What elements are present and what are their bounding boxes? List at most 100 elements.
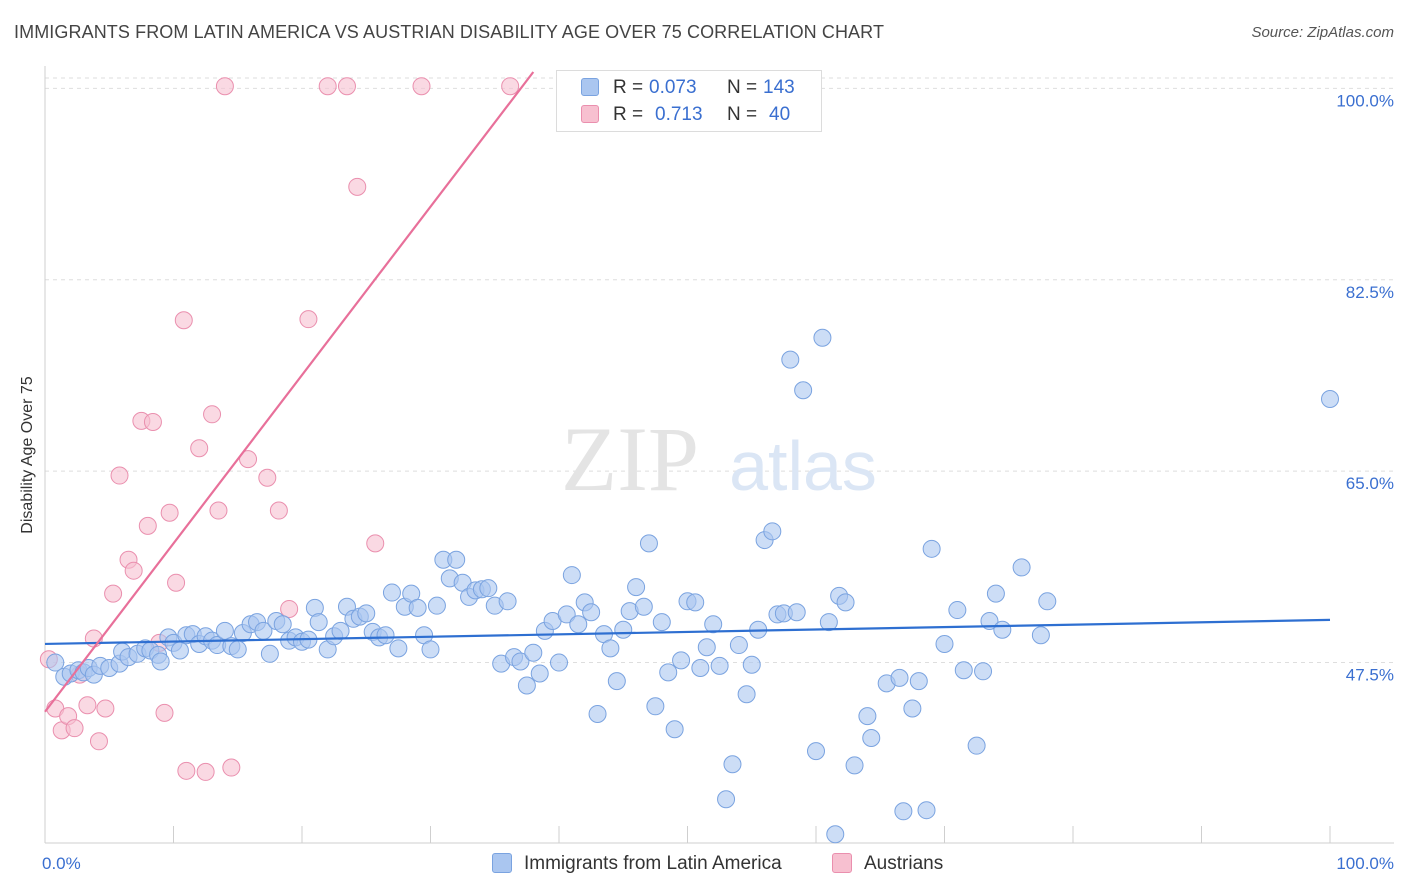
austrians-point — [366, 534, 385, 553]
latin-america-point — [862, 729, 881, 748]
latin-america-point — [781, 350, 800, 369]
latin-america-point — [704, 615, 723, 634]
series-swatch-pink — [832, 853, 852, 873]
austrians-point — [222, 758, 241, 777]
latin-america-point — [215, 621, 234, 640]
latin-america-point — [1321, 389, 1339, 408]
legend-swatch-blue — [581, 78, 599, 96]
latin-america-point — [935, 634, 954, 653]
austrians-point — [501, 77, 520, 96]
axes — [44, 66, 1394, 844]
latin-america-point — [569, 615, 588, 634]
latin-america-point — [530, 664, 549, 683]
latin-america-point — [993, 620, 1012, 639]
latin-america-point — [894, 802, 913, 821]
austrians-point — [65, 719, 84, 738]
austrians-point — [348, 177, 367, 196]
latin-america-point — [260, 644, 279, 663]
latin-america-point — [686, 593, 705, 612]
austrians-point — [258, 468, 277, 487]
latin-america-point — [967, 736, 986, 755]
legend-n-value: 40 — [769, 104, 791, 125]
latin-america-point — [903, 699, 922, 718]
latin-america-point — [836, 593, 855, 612]
x-tick-label-min: 0.0% — [42, 854, 81, 873]
austrians-point — [96, 699, 115, 718]
austrians-point — [138, 516, 157, 535]
austrians-point — [155, 703, 174, 722]
latin-america-point — [763, 522, 782, 541]
austrians-point — [89, 732, 108, 751]
latin-america-point — [46, 653, 65, 672]
latin-america-trend-line — [44, 618, 1331, 646]
latin-america-point — [697, 638, 716, 657]
latin-america-point — [948, 601, 967, 620]
austrians-trend-line — [44, 71, 535, 713]
y-tick-label: 100.0% — [1336, 91, 1394, 110]
latin-america-point — [421, 640, 440, 659]
latin-america-point — [557, 605, 576, 624]
tick-labels: 47.5% 65.0% 82.5% 100.0% 0.0% 100.0% — [42, 91, 1394, 873]
austrians-points — [39, 77, 520, 781]
x-tick-label-max: 100.0% — [1336, 854, 1394, 873]
austrians-point — [280, 599, 299, 618]
latin-america-point — [1038, 592, 1057, 611]
austrians-point — [104, 584, 123, 603]
series-label: Immigrants from Latin America — [524, 853, 782, 874]
y-axis-title: Disability Age Over 75 — [19, 376, 36, 534]
series-swatch-blue — [492, 853, 512, 873]
latin-america-point — [858, 707, 877, 726]
latin-america-point — [659, 663, 678, 682]
latin-america-point — [954, 661, 973, 680]
watermark-zip: ZIP — [561, 408, 699, 510]
latin-america-point — [562, 566, 581, 585]
latin-america-point — [639, 534, 658, 553]
latin-america-point — [627, 578, 646, 597]
latin-america-point — [807, 742, 825, 761]
latin-america-point — [447, 550, 466, 569]
legend-n-label: N = — [727, 77, 758, 98]
latin-america-point — [890, 668, 909, 687]
latin-america-point — [729, 636, 748, 655]
latin-america-point — [408, 598, 427, 617]
austrians-point — [167, 573, 186, 592]
latin-america-point — [550, 653, 568, 672]
series-label: Austrians — [864, 853, 944, 874]
austrians-point — [269, 501, 288, 520]
trend-lines — [44, 71, 1331, 713]
latin-america-point — [1012, 558, 1031, 577]
legend-swatch-pink — [581, 105, 599, 123]
latin-america-point — [479, 579, 498, 598]
watermark-atlas: atlas — [729, 427, 877, 505]
latin-america-point — [376, 626, 395, 645]
austrians-point — [337, 77, 356, 96]
legend-r-value: 0.073 — [649, 77, 697, 98]
legend-r-label: R = — [613, 104, 644, 125]
austrians-point — [203, 405, 222, 424]
latin-america-point — [331, 621, 350, 640]
correlation-legend: R = 0.073 N = 143 R = 0.713 N = 40 — [556, 70, 822, 132]
latin-america-point — [917, 801, 936, 820]
latin-america-point — [646, 697, 665, 716]
latin-america-point — [634, 597, 653, 616]
latin-america-point — [309, 613, 328, 632]
latin-america-point — [517, 676, 536, 695]
chart-source: Source: ZipAtlas.com — [1251, 24, 1394, 41]
y-tick-label: 47.5% — [1346, 666, 1394, 685]
latin-america-point — [665, 720, 684, 739]
latin-america-point — [498, 592, 517, 611]
latin-america-point — [511, 652, 530, 671]
latin-america-point — [652, 613, 671, 632]
latin-america-point — [273, 615, 292, 634]
latin-america-point — [228, 640, 247, 659]
austrians-point — [209, 501, 228, 520]
latin-america-point — [710, 656, 729, 675]
austrians-point — [318, 77, 337, 96]
austrians-point — [110, 466, 129, 485]
latin-america-point — [1031, 626, 1050, 645]
legend-n-value: 143 — [763, 77, 795, 98]
latin-america-point — [742, 655, 761, 674]
austrians-point — [412, 77, 431, 96]
latin-america-points — [46, 328, 1339, 844]
latin-america-point — [427, 596, 446, 615]
